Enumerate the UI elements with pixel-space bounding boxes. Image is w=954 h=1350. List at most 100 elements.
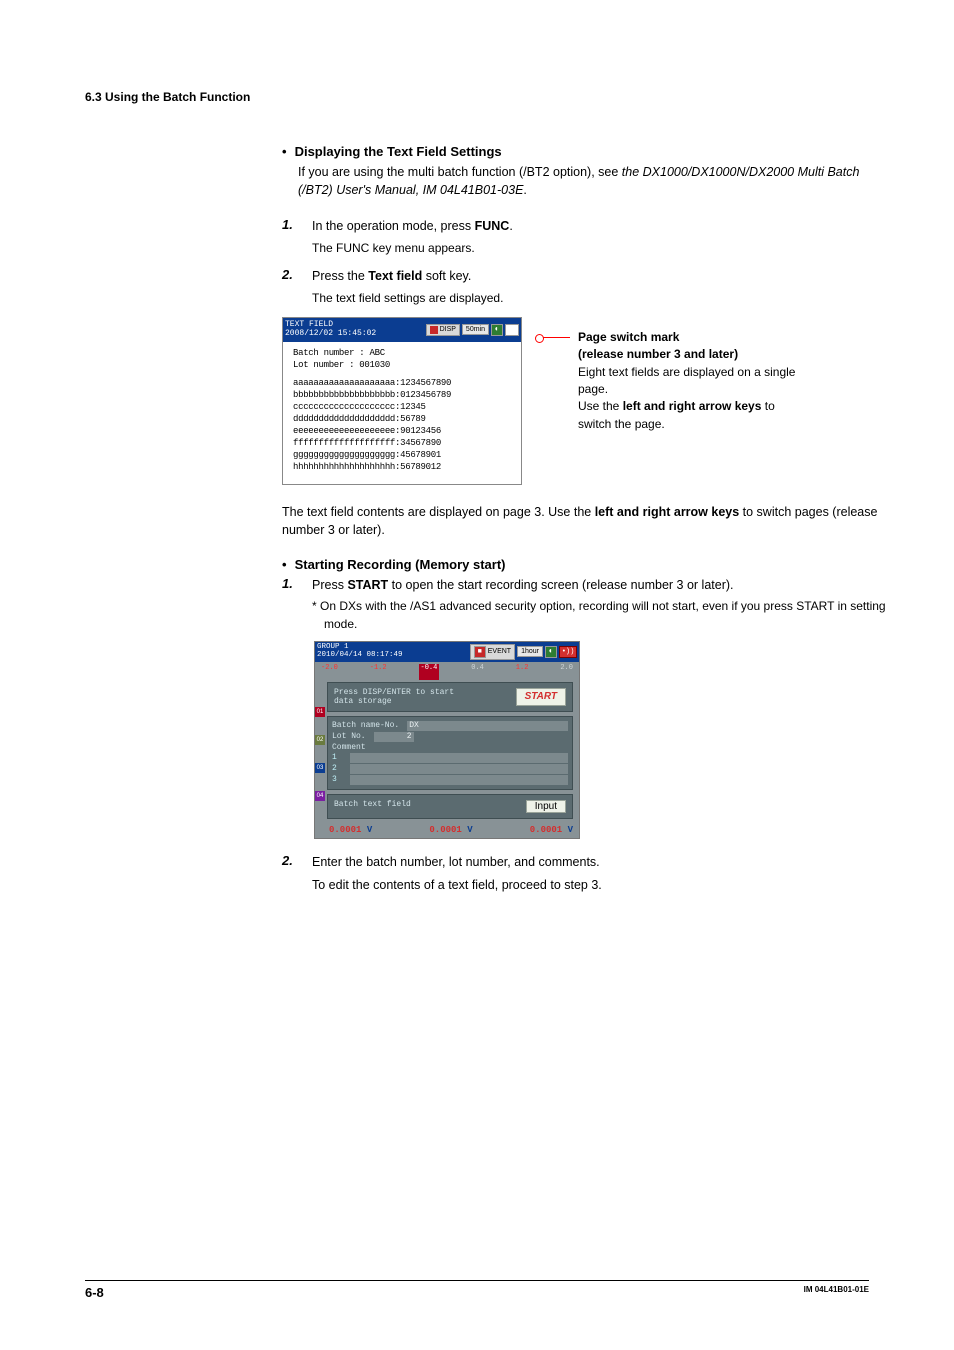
page-footer: 6-8 IM 04L41B01-01E bbox=[85, 1280, 869, 1300]
t: To edit the contents of a text field, pr… bbox=[312, 876, 892, 895]
line: cccccccccccccccccccc:12345 bbox=[293, 402, 515, 412]
page-switch-badge: ‹› bbox=[505, 324, 519, 336]
prompt-text: Press DISP/ENTER to start data storage bbox=[334, 688, 454, 706]
line: hhhhhhhhhhhhhhhhhhhh:56789012 bbox=[293, 462, 515, 472]
label-batch-text-field: Batch text field bbox=[334, 800, 411, 813]
screen-body: Batch number : ABC Lot number : 001030 a… bbox=[283, 342, 521, 484]
lot-no-field[interactable]: 2 bbox=[374, 732, 414, 742]
panel-start-prompt: Press DISP/ENTER to start data storage S… bbox=[327, 682, 573, 712]
section-header: 6.3 Using the Batch Function bbox=[85, 90, 869, 104]
titlebar-text: GROUP 1 2010/04/14 08:17:49 bbox=[317, 644, 403, 660]
comment-field-2[interactable] bbox=[350, 764, 568, 774]
line: aaaaaaaaaaaaaaaaaaaa:1234567890 bbox=[293, 378, 515, 388]
step-body: Press the Text field soft key. The text … bbox=[312, 267, 892, 307]
line: bbbbbbbbbbbbbbbbbbbb:0123456789 bbox=[293, 390, 515, 400]
comment-field-3[interactable] bbox=[350, 775, 568, 785]
stop-icon: ■ bbox=[474, 646, 486, 658]
func-key: FUNC bbox=[475, 219, 510, 233]
titlebar: GROUP 1 2010/04/14 08:17:49 ■EVENT 1hour… bbox=[315, 642, 579, 662]
line: dddddddddddddddddddd:56789 bbox=[293, 414, 515, 424]
comment-field-1[interactable] bbox=[350, 753, 568, 763]
bullet-icon: • bbox=[282, 557, 287, 572]
annot-line: Eight text fields are displayed on a sin… bbox=[578, 364, 802, 399]
event-badge: ■EVENT bbox=[470, 644, 515, 660]
t: Enter the batch number, lot number, and … bbox=[312, 853, 892, 872]
value-footer: 0.0001 V 0.0001 V 0.0001 V bbox=[315, 823, 579, 838]
v: 0.0001 bbox=[429, 825, 461, 835]
panel-batch-fields: Batch name-No. DX Lot No. 2 Comment 1 2 3 bbox=[327, 716, 573, 790]
line: ffffffffffffffffffff:34567890 bbox=[293, 438, 515, 448]
comment-num: 2 bbox=[332, 764, 342, 773]
label-batch-name: Batch name-No. bbox=[332, 721, 399, 730]
heading-text: Displaying the Text Field Settings bbox=[295, 144, 502, 159]
tick: 0.4 bbox=[471, 664, 484, 680]
t: soft key. bbox=[422, 269, 471, 283]
titlebar-badges: ■EVENT 1hour ◐ •)) bbox=[470, 644, 577, 660]
chart-scale: -2.0 -1.2 -0.4 0.4 1.2 2.0 bbox=[315, 662, 579, 680]
disp-badge: DISP bbox=[426, 324, 460, 336]
tick: -1.2 bbox=[370, 664, 387, 680]
comment-num: 3 bbox=[332, 775, 342, 784]
chan-03: 03 bbox=[315, 763, 325, 773]
arrow-keys: left and right arrow keys bbox=[595, 505, 739, 519]
title-line2: 2010/04/14 08:17:49 bbox=[317, 652, 403, 660]
chan-04: 04 bbox=[315, 791, 325, 801]
panel-batch-text-field: Batch text field Input bbox=[327, 794, 573, 819]
figure-start-recording-screen: GROUP 1 2010/04/14 08:17:49 ■EVENT 1hour… bbox=[314, 641, 584, 839]
start-button[interactable]: START bbox=[516, 688, 566, 706]
screenshot-text-field: TEXT FIELD 2008/12/02 15:45:02 DISP 50mi… bbox=[282, 317, 522, 485]
step-1: 1. In the operation mode, press FUNC. Th… bbox=[282, 217, 892, 257]
step-sub: The text field settings are displayed. bbox=[312, 289, 892, 307]
event-label: EVENT bbox=[488, 648, 511, 655]
tick: 1.2 bbox=[516, 664, 529, 680]
arrow-keys: left and right arrow keys bbox=[623, 399, 762, 413]
sound-icon: •)) bbox=[559, 646, 577, 658]
chan-02: 02 bbox=[315, 735, 325, 745]
t: . bbox=[509, 219, 512, 233]
chan-01: 01 bbox=[315, 707, 325, 717]
line: Batch number : ABC bbox=[293, 348, 515, 358]
t: The text field contents are displayed on… bbox=[282, 505, 595, 519]
heading-starting-recording: •Starting Recording (Memory start) bbox=[282, 557, 892, 572]
line: eeeeeeeeeeeeeeeeeeee:90123456 bbox=[293, 426, 515, 436]
annot-line: (release number 3 and later) bbox=[578, 346, 802, 363]
security-note: * On DXs with the /AS1 advanced security… bbox=[312, 597, 892, 633]
time-badge: 50min bbox=[462, 324, 489, 335]
t: to open the start recording screen (rele… bbox=[388, 578, 733, 592]
step-number: 2. bbox=[282, 267, 298, 307]
title-line2: 2008/12/02 15:45:02 bbox=[285, 330, 376, 339]
line: Lot number : 001030 bbox=[293, 360, 515, 370]
channel-markers: 01 02 03 04 bbox=[315, 707, 325, 801]
heading-display-text-field: • Displaying the Text Field Settings bbox=[282, 144, 892, 159]
label-comment: Comment bbox=[332, 743, 366, 752]
outro-paragraph: The text field contents are displayed on… bbox=[282, 503, 892, 539]
annot-line: Page switch mark bbox=[578, 329, 802, 346]
step-body: Enter the batch number, lot number, and … bbox=[312, 853, 892, 895]
t: Use the bbox=[578, 399, 623, 413]
tick: 2.0 bbox=[560, 664, 573, 680]
intro-post: . bbox=[523, 183, 526, 197]
bullet-icon: • bbox=[282, 144, 287, 159]
doc-id: IM 04L41B01-01E bbox=[804, 1285, 869, 1300]
tick: -2.0 bbox=[321, 664, 338, 680]
text-field-key: Text field bbox=[368, 269, 422, 283]
batch-name-field[interactable]: DX bbox=[407, 721, 568, 731]
u: V bbox=[367, 825, 372, 835]
tick: -0.4 bbox=[419, 664, 440, 680]
start-key: START bbox=[347, 578, 388, 592]
titlebar-badges: DISP 50min ◐ ‹› bbox=[426, 324, 519, 336]
screenshot-start-recording: GROUP 1 2010/04/14 08:17:49 ■EVENT 1hour… bbox=[314, 641, 580, 839]
t: Press the bbox=[312, 269, 368, 283]
status-icon: ◐ bbox=[491, 324, 503, 336]
line: gggggggggggggggggggg:45678901 bbox=[293, 450, 515, 460]
t: Press bbox=[312, 578, 347, 592]
t: data storage bbox=[334, 697, 454, 706]
channel-value: 0.0001 V bbox=[329, 825, 372, 835]
input-button[interactable]: Input bbox=[526, 800, 566, 813]
comment-num: 1 bbox=[332, 753, 342, 762]
figure-text-field-screen: TEXT FIELD 2008/12/02 15:45:02 DISP 50mi… bbox=[282, 317, 892, 485]
channel-value: 0.0001 V bbox=[429, 825, 472, 835]
step-2-b2: 2. Enter the batch number, lot number, a… bbox=[282, 853, 892, 895]
label-lot-no: Lot No. bbox=[332, 732, 366, 741]
u: V bbox=[467, 825, 472, 835]
